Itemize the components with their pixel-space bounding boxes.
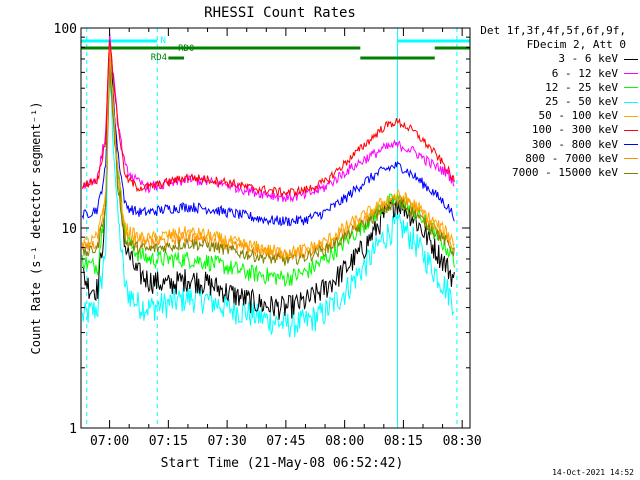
y-tick-label: 10 xyxy=(61,222,77,237)
legend-swatch xyxy=(624,59,638,60)
series-line-25-50-keV xyxy=(81,74,455,338)
legend-entry: 50 - 100 keV xyxy=(480,109,638,123)
legend-swatch xyxy=(624,87,638,89)
y-tick-label: 1 xyxy=(69,422,77,437)
x-tick-label: 08:30 xyxy=(443,434,482,449)
legend-swatch xyxy=(624,158,638,160)
series-layer xyxy=(81,32,455,338)
legend-swatch xyxy=(624,73,638,75)
plot-frame xyxy=(80,27,471,429)
series-line-300-800-keV xyxy=(81,57,455,227)
legend-swatch xyxy=(624,172,638,174)
legend-entry-label: 12 - 25 keV xyxy=(545,80,618,94)
x-tick-label: 07:45 xyxy=(266,434,305,449)
y-axis-label: Count Rate (s⁻¹ detector segment⁻¹) xyxy=(29,102,43,355)
series-line-6-12-keV xyxy=(81,32,455,203)
legend-entry: 6 - 12 keV xyxy=(480,67,638,81)
x-tick-label: 07:15 xyxy=(149,434,188,449)
legend-entry-label: 800 - 7000 keV xyxy=(525,151,618,165)
legend-entry-label: 3 - 6 keV xyxy=(558,52,618,66)
y-tick-label: 100 xyxy=(54,22,77,37)
legend-entry: 100 - 300 keV xyxy=(480,123,638,137)
legend-entry-label: 100 - 300 keV xyxy=(531,123,618,137)
legend-swatch xyxy=(624,101,638,103)
x-axis-label: Start Time (21-May-08 06:52:42) xyxy=(161,456,404,471)
series-line-100-300-keV xyxy=(81,39,455,198)
x-tick-label: 08:15 xyxy=(384,434,423,449)
legend-header-detectors: Det 1f,3f,4f,5f,6f,9f, xyxy=(480,24,626,37)
series-line-12-25-keV xyxy=(81,36,455,287)
series-line-50-100-keV xyxy=(82,46,455,260)
state-label: RD0 xyxy=(178,44,194,54)
annotation-layer: N RD0 RD4 xyxy=(81,28,470,428)
legend-entry-label: 6 - 12 keV xyxy=(551,66,618,80)
timestamp: 14-Oct-2021 14:52 xyxy=(552,468,634,477)
legend-swatch xyxy=(624,115,638,117)
legend-header-decimation: FDecim 2, Att 0 xyxy=(526,38,626,52)
legend-entry: 800 - 7000 keV xyxy=(480,152,638,166)
x-tick-label: 07:30 xyxy=(208,434,247,449)
state-label: N xyxy=(161,36,166,46)
legend-entry: 300 - 800 keV xyxy=(480,138,638,152)
legend-entry: 12 - 25 keV xyxy=(480,81,638,95)
series-line-800-7000-keV xyxy=(81,61,455,262)
legend-entry-label: 50 - 100 keV xyxy=(538,109,618,123)
chart-title: RHESSI Count Rates xyxy=(204,5,356,21)
series-line-7000-15000-keV xyxy=(81,62,455,266)
legend-entry: 3 - 6 keV xyxy=(480,52,638,66)
legend: Det 1f,3f,4f,5f,6f,9f, FDecim 2, Att 0 3… xyxy=(480,24,638,180)
legend-entry: 7000 - 15000 keV xyxy=(480,166,638,180)
legend-swatch xyxy=(624,144,638,146)
state-label: RD4 xyxy=(151,53,167,63)
legend-entry-label: 7000 - 15000 keV xyxy=(512,166,618,180)
axes-layer: 1 10 100 07:00 07:15 07:30 07:45 08:00 08:15 08:3… xyxy=(54,22,482,449)
legend-entry: 25 - 50 keV xyxy=(480,95,638,109)
legend-entry-label: 25 - 50 keV xyxy=(545,95,618,109)
legend-entry-label: 300 - 800 keV xyxy=(531,137,618,151)
legend-swatch xyxy=(624,130,638,132)
x-tick-label: 07:00 xyxy=(90,434,129,449)
x-tick-label: 08:00 xyxy=(325,434,364,449)
